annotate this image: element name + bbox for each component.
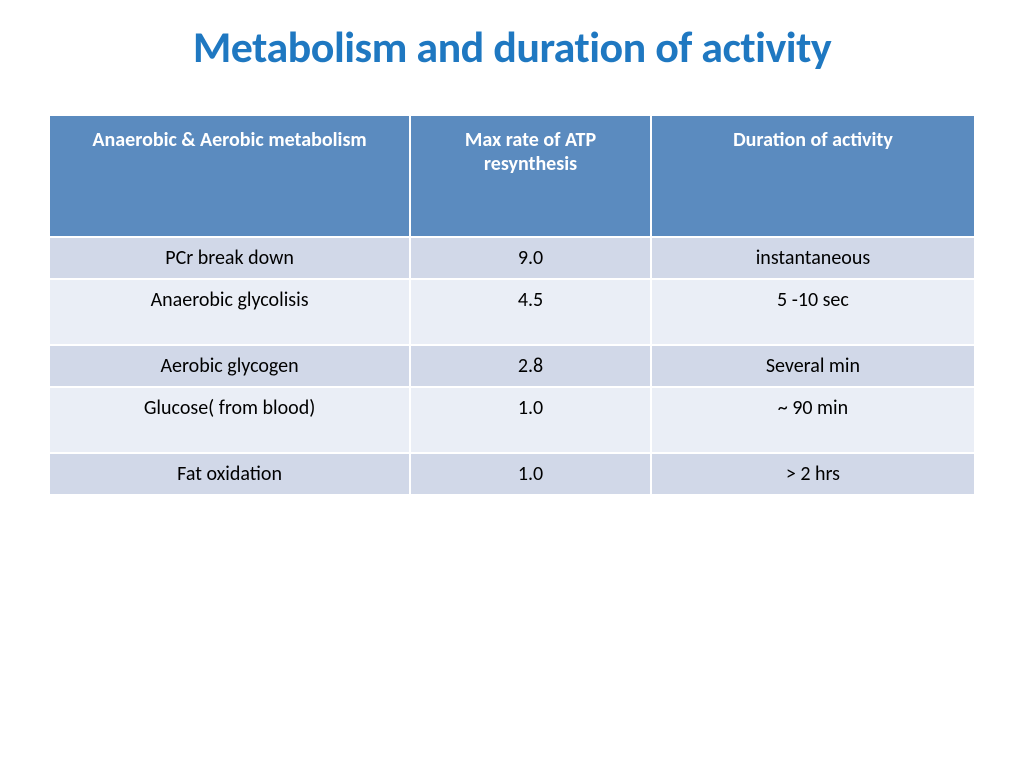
cell-atp-rate: 4.5 [410, 279, 651, 345]
cell-metabolism: Glucose( from blood) [49, 387, 410, 453]
table-row: Glucose( from blood) 1.0 ~ 90 min [49, 387, 975, 453]
cell-atp-rate: 2.8 [410, 345, 651, 387]
cell-metabolism: Fat oxidation [49, 453, 410, 495]
cell-metabolism: Anaerobic glycolisis [49, 279, 410, 345]
cell-duration: ~ 90 min [651, 387, 975, 453]
cell-atp-rate: 1.0 [410, 387, 651, 453]
metabolism-table-container: Anaerobic & Aerobic metabolism Max rate … [48, 114, 976, 496]
table-header-row: Anaerobic & Aerobic metabolism Max rate … [49, 115, 975, 237]
col-header-metabolism: Anaerobic & Aerobic metabolism [49, 115, 410, 237]
slide: Metabolism and duration of activity Anae… [0, 0, 1024, 768]
table-row: Anaerobic glycolisis 4.5 5 -10 sec [49, 279, 975, 345]
table-row: Aerobic glycogen 2.8 Several min [49, 345, 975, 387]
table-body: PCr break down 9.0 instantaneous Anaerob… [49, 237, 975, 495]
slide-title: Metabolism and duration of activity [0, 20, 1024, 74]
table-row: PCr break down 9.0 instantaneous [49, 237, 975, 279]
cell-duration: 5 -10 sec [651, 279, 975, 345]
cell-duration: instantaneous [651, 237, 975, 279]
cell-duration: > 2 hrs [651, 453, 975, 495]
col-header-atp-rate: Max rate of ATP resynthesis [410, 115, 651, 237]
cell-atp-rate: 1.0 [410, 453, 651, 495]
cell-duration: Several min [651, 345, 975, 387]
metabolism-table: Anaerobic & Aerobic metabolism Max rate … [48, 114, 976, 496]
cell-atp-rate: 9.0 [410, 237, 651, 279]
table-row: Fat oxidation 1.0 > 2 hrs [49, 453, 975, 495]
col-header-duration: Duration of activity [651, 115, 975, 237]
cell-metabolism: PCr break down [49, 237, 410, 279]
cell-metabolism: Aerobic glycogen [49, 345, 410, 387]
